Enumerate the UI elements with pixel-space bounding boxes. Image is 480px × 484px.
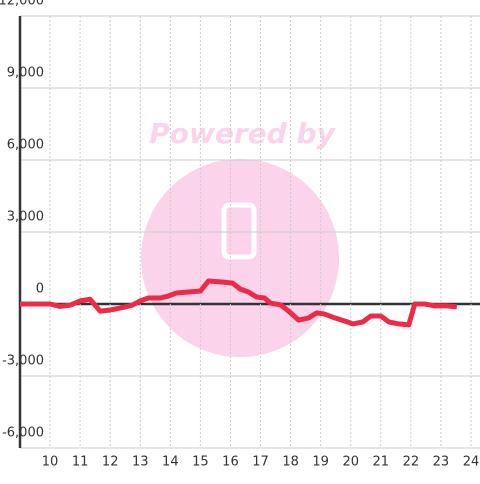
line xyxy=(20,278,458,328)
x-tick-label: 24 xyxy=(463,455,480,470)
x-tick-label: 13 xyxy=(132,455,149,470)
x-tick-label: 14 xyxy=(162,455,179,470)
y-tick-label: 12,000 xyxy=(0,0,44,9)
x-tick-label: 10 xyxy=(42,455,59,470)
y-tick-label: -6,000 xyxy=(2,426,44,441)
x-tick-label: 20 xyxy=(342,455,359,470)
x-tick-label: 16 xyxy=(222,455,239,470)
y-tick-label: 3,000 xyxy=(7,210,44,225)
x-tick-label: 21 xyxy=(373,455,390,470)
x-tick-label: 12 xyxy=(102,455,119,470)
x-tick-label: 19 xyxy=(312,455,329,470)
x-tick-label: 23 xyxy=(433,455,450,470)
x-tick-label: 18 xyxy=(282,455,299,470)
watermark-text: Powered by xyxy=(149,117,336,150)
y-tick-label: -3,000 xyxy=(2,354,44,369)
y-tick-label: 9,000 xyxy=(7,66,44,81)
x-tick-label: 15 xyxy=(192,455,209,470)
x-tick-label: 22 xyxy=(403,455,420,470)
y-tick-label: 0 xyxy=(36,282,44,297)
x-tick-label: 17 xyxy=(252,455,269,470)
watermark-icon xyxy=(221,202,257,260)
x-tick-label: 11 xyxy=(72,455,89,470)
y-tick-label: 6,000 xyxy=(7,138,44,153)
